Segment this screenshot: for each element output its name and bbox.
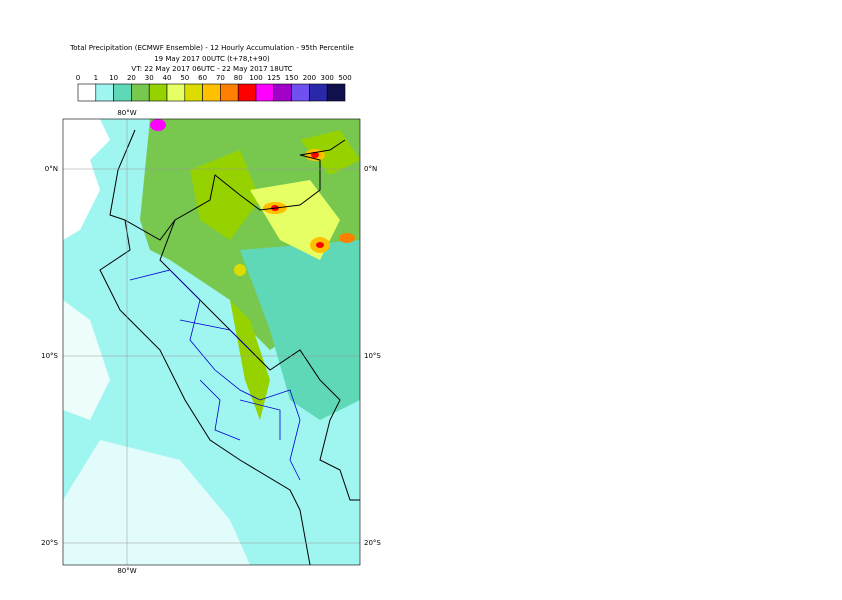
colorbar-label: 50 [180,74,189,82]
color-box [255,83,275,102]
color-box [273,83,292,102]
colorbar: 0 1 10 20 30 40 50 60 70 80 100 125 150 200 300 500 [76,74,352,102]
colorbar-label: 10 [109,74,118,82]
lat-label: 20°S [364,539,381,547]
color-box [166,83,186,102]
lat-label: 0°N [364,165,377,173]
colorbar-label: 40 [163,74,172,82]
color-box [113,83,132,102]
valid-time: VT: 22 May 2017 06UTC - 22 May 2017 18UT… [131,65,292,73]
color-box [291,83,310,102]
lon-label: 80°W [117,109,136,117]
color-box [326,83,346,102]
colorbar-label: 20 [127,74,136,82]
colorbar-label: 80 [234,74,243,82]
colorbar-label: 300 [321,74,334,82]
colorbar-label: 150 [285,74,298,82]
lat-label: 10°S [41,352,58,360]
colorbar-label: 70 [216,74,225,82]
colorbar-label: 0 [76,74,80,82]
color-box [131,83,150,102]
color-box [220,83,239,102]
lat-label: 20°S [41,539,58,547]
color-box [148,83,168,102]
color-box [309,83,328,102]
title: Total Precipitation (ECMWF Ensemble) - 1… [69,44,354,52]
color-box [237,83,257,102]
map-frame [62,118,361,566]
map [63,119,360,565]
colorbar-label: 200 [303,74,316,82]
lat-label: 0°N [45,165,58,173]
colorbar-label: 125 [267,74,280,82]
color-box [184,83,203,102]
lon-label: 80°W [117,567,136,575]
color-box [77,83,97,102]
subtitle: 19 May 2017 00UTC (t+78,t+90) [154,55,270,63]
color-box [95,83,114,102]
colorbar-label: 30 [145,74,154,82]
colorbar-label: 60 [198,74,207,82]
color-box [202,83,221,102]
colorbar-label: 1 [94,74,98,82]
colorbar-label: 500 [338,74,351,82]
colorbar-label: 100 [249,74,262,82]
lat-label: 10°S [364,352,381,360]
